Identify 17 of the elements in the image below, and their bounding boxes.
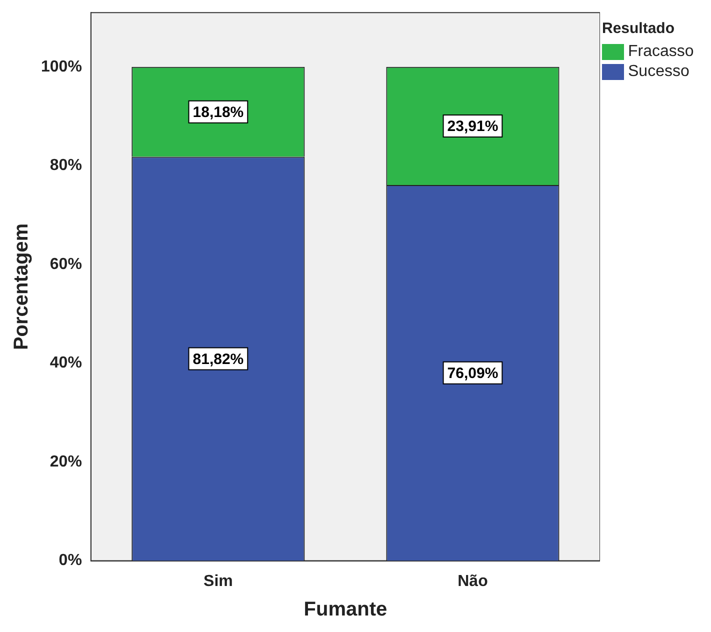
x-tick-label: Não [458, 572, 488, 590]
y-tick-label: 80% [50, 157, 82, 174]
y-tick-label: 40% [50, 354, 82, 372]
legend-label: Sucesso [628, 63, 690, 81]
x-tick-label: Sim [204, 572, 233, 590]
legend-label: Fracasso [628, 43, 694, 61]
y-tick-label: 20% [50, 453, 82, 470]
y-tick-label: 100% [41, 58, 82, 76]
y-tick-label: 60% [50, 256, 82, 273]
y-tick-label: 0% [58, 552, 82, 570]
data-label: 18,18% [192, 104, 244, 121]
data-label: 81,82% [192, 350, 244, 368]
x-axis-title: Fumante [304, 598, 388, 621]
data-label: 23,91% [447, 118, 498, 136]
legend-title: Resultado [602, 20, 676, 37]
y-axis-title: Porcentagem [10, 223, 33, 350]
data-label: 76,09% [447, 365, 498, 382]
